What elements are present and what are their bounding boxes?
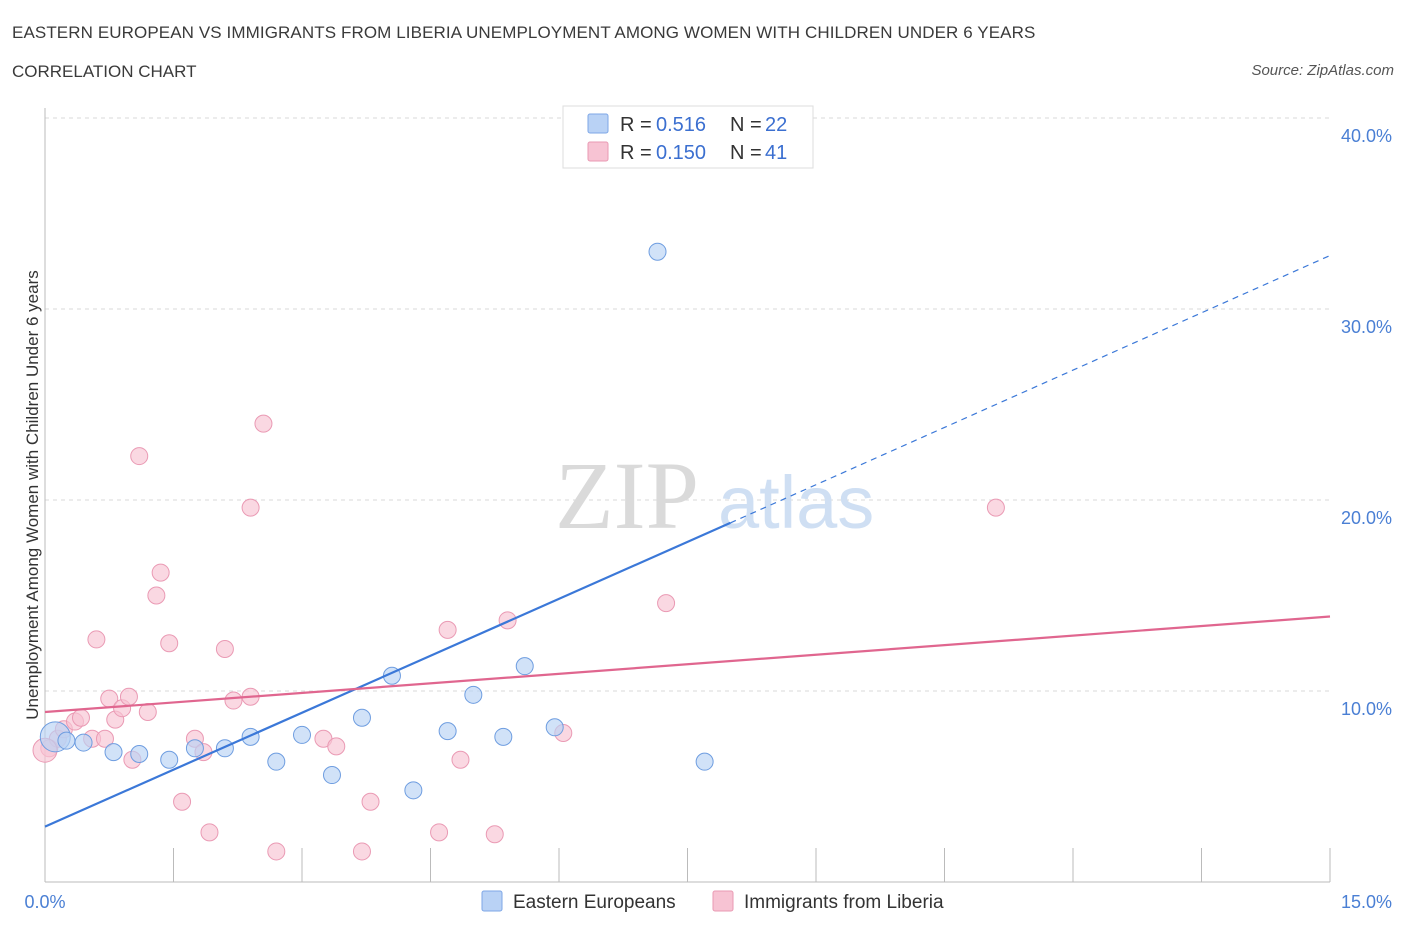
liberia-point-34 [451, 750, 470, 769]
liberia-point-27 [267, 842, 286, 861]
liberia-point-36 [498, 611, 517, 630]
liberia-point-25 [241, 498, 260, 517]
source-label: Source: ZipAtlas.com [1251, 62, 1394, 79]
legend-r-label-2: R = [620, 142, 652, 164]
legend-n-label-1: N = [730, 114, 762, 136]
liberia-point-35 [485, 825, 504, 844]
eastern-europeans-trend-extension [730, 254, 1331, 524]
eastern-europeans-trend-line [44, 521, 731, 828]
x-tick-label-0: 0.0% [24, 892, 65, 912]
eastern-europeans-point-15 [438, 722, 457, 741]
liberia-point-14 [138, 703, 157, 722]
eastern-europeans-point-18 [515, 657, 534, 676]
liberia-point-13 [130, 447, 149, 466]
bottom-legend-label-liberia: Immigrants from Liberia [744, 892, 944, 913]
liberia-point-30 [352, 842, 371, 861]
top-legend: R = 0.516 N = 22 R = 0.150 N = 41 [562, 105, 814, 169]
legend-n-value-1: 22 [765, 114, 787, 136]
eastern-europeans-point-8 [241, 727, 260, 746]
legend-n-label-2: N = [730, 142, 762, 164]
eastern-europeans-point-19 [545, 718, 564, 737]
liberia-point-26 [254, 414, 273, 433]
y-tick-label-2: 30.0% [1341, 317, 1392, 337]
liberia-point-38 [657, 594, 676, 613]
bottom-legend-label-eastern-europeans: Eastern Europeans [513, 892, 676, 913]
liberia-point-18 [173, 792, 192, 811]
legend-r-value-2: 0.150 [656, 142, 706, 164]
y-tick-label-3: 40.0% [1341, 126, 1392, 146]
eastern-europeans-point-11 [322, 766, 341, 785]
liberia-point-32 [430, 823, 449, 842]
liberia-point-31 [361, 792, 380, 811]
y-tick-label-1: 20.0% [1341, 508, 1392, 528]
liberia-point-11 [119, 687, 138, 706]
eastern-europeans-point-3 [104, 743, 123, 762]
liberia-trend-line [44, 615, 1331, 714]
axes [44, 108, 1331, 883]
chart-subtitle: CORRELATION CHART [12, 62, 197, 81]
chart-title: EASTERN EUROPEAN VS IMMIGRANTS FROM LIBE… [12, 23, 1036, 42]
liberia-point-7 [95, 729, 114, 748]
series-eastern-europeans-points [39, 242, 714, 800]
watermark-atlas: atlas [718, 461, 874, 544]
eastern-europeans-point-20 [648, 242, 667, 261]
bottom-legend-swatch-blue [481, 890, 503, 912]
liberia-point-16 [151, 563, 170, 582]
y-axis-label: Unemployment Among Women with Children U… [23, 270, 42, 719]
eastern-europeans-point-10 [293, 725, 311, 744]
liberia-point-15 [147, 586, 166, 605]
tick-labels: 10.0% 20.0% 30.0% 40.0% 0.0% 15.0% [24, 126, 1392, 912]
liberia-point-4 [71, 708, 90, 727]
legend-swatch-blue [587, 113, 609, 134]
eastern-europeans-point-14 [404, 781, 423, 800]
eastern-europeans-point-5 [160, 750, 179, 769]
liberia-point-29 [327, 737, 346, 756]
eastern-europeans-point-21 [695, 752, 714, 771]
bottom-legend: Eastern Europeans Immigrants from Liberi… [481, 890, 944, 913]
legend-swatch-pink [587, 141, 609, 162]
liberia-point-21 [200, 823, 219, 842]
trend-lines [44, 254, 1331, 828]
eastern-europeans-point-9 [267, 752, 286, 771]
liberia-point-39 [986, 498, 1005, 517]
bottom-legend-swatch-pink [712, 890, 734, 912]
eastern-europeans-point-12 [352, 708, 371, 727]
eastern-europeans-point-17 [494, 727, 513, 746]
watermark: ZIP atlas [555, 442, 874, 549]
watermark-zip: ZIP [555, 442, 699, 549]
y-tick-label-0: 10.0% [1341, 699, 1392, 719]
x-tick-label-1: 15.0% [1341, 892, 1392, 912]
eastern-europeans-point-2 [74, 733, 93, 752]
eastern-europeans-point-6 [185, 739, 204, 758]
liberia-point-6 [87, 630, 106, 649]
legend-n-value-2: 41 [765, 142, 787, 164]
legend-r-value-1: 0.516 [656, 114, 706, 136]
legend-r-label-1: R = [620, 114, 652, 136]
eastern-europeans-point-4 [130, 745, 149, 764]
liberia-point-17 [160, 634, 179, 653]
liberia-point-22 [215, 639, 234, 658]
eastern-europeans-point-7 [215, 739, 234, 758]
liberia-point-33 [438, 620, 457, 639]
gridlines [45, 117, 1330, 692]
eastern-europeans-point-16 [464, 685, 483, 704]
liberia-point-23 [224, 691, 243, 710]
eastern-europeans-point-1 [57, 731, 76, 750]
